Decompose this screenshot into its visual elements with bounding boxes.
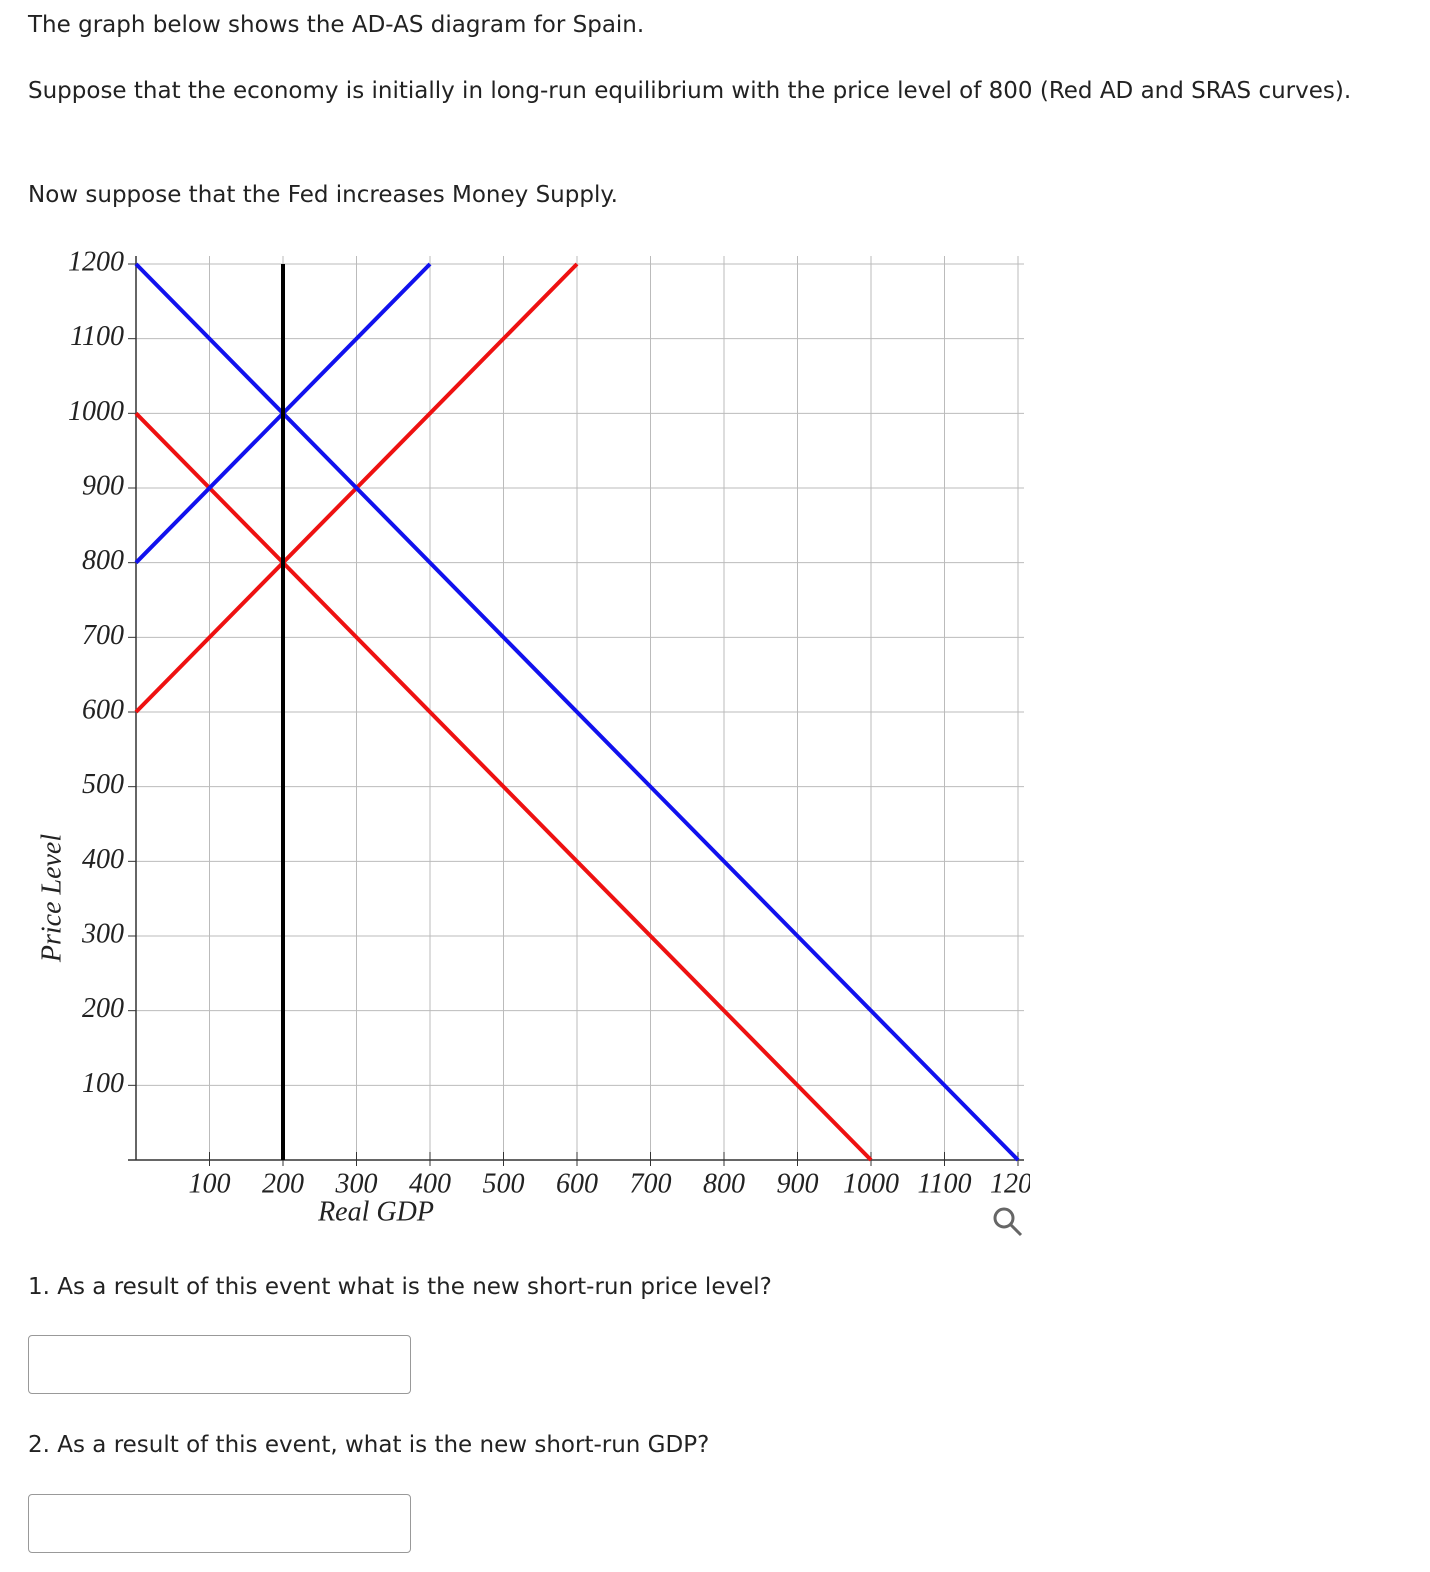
x-tick-label: 700	[630, 1168, 672, 1199]
y-tick-label: 1200	[68, 246, 124, 277]
answer-input[interactable]	[28, 1494, 411, 1553]
intro-text: The graph below shows the AD-AS diagram …	[28, 12, 645, 38]
x-tick-label: 200	[262, 1168, 304, 1199]
y-tick-label: 600	[82, 694, 124, 725]
x-tick-label: 1100	[918, 1168, 972, 1199]
y-axis-label: Price Level	[36, 834, 67, 963]
x-tick-label: 1200	[990, 1168, 1030, 1199]
y-tick-label: 1100	[70, 321, 124, 352]
x-axis-label: Real GDP	[317, 1196, 434, 1227]
x-tick-label: 500	[483, 1168, 525, 1199]
y-tick-label: 200	[82, 993, 124, 1024]
y-tick-label: 1000	[68, 396, 124, 427]
y-tick-label: 400	[82, 844, 124, 875]
x-tick-label: 600	[556, 1168, 598, 1199]
question: 1. As a result of this event what is the…	[28, 1274, 772, 1300]
x-tick-label: 900	[777, 1168, 819, 1199]
x-tick-label: 400	[409, 1168, 451, 1199]
y-tick-label: 800	[82, 545, 124, 576]
answer-input[interactable]	[28, 1335, 411, 1394]
question: 2. As a result of this event, what is th…	[28, 1432, 710, 1458]
y-tick-label: 300	[81, 918, 124, 949]
y-tick-label: 700	[82, 620, 124, 651]
curve	[134, 411, 873, 1162]
x-tick-label: 300	[335, 1168, 378, 1199]
x-tick-label: 100	[189, 1168, 231, 1199]
intro-text: Suppose that the economy is initially in…	[28, 78, 1352, 104]
y-tick-label: 100	[82, 1068, 124, 1099]
x-tick-label: 800	[703, 1168, 745, 1199]
zoom-icon[interactable]	[993, 1207, 1023, 1237]
y-tick-label: 900	[82, 470, 124, 501]
intro-text: Now suppose that the Fed increases Money…	[28, 182, 618, 208]
chart: 100 200 300 400 500 600 700 800 900 1000 1100 1200 1…	[36, 246, 1030, 1237]
x-tick-label: 1000	[843, 1168, 899, 1199]
y-tick-label: 500	[82, 769, 124, 800]
